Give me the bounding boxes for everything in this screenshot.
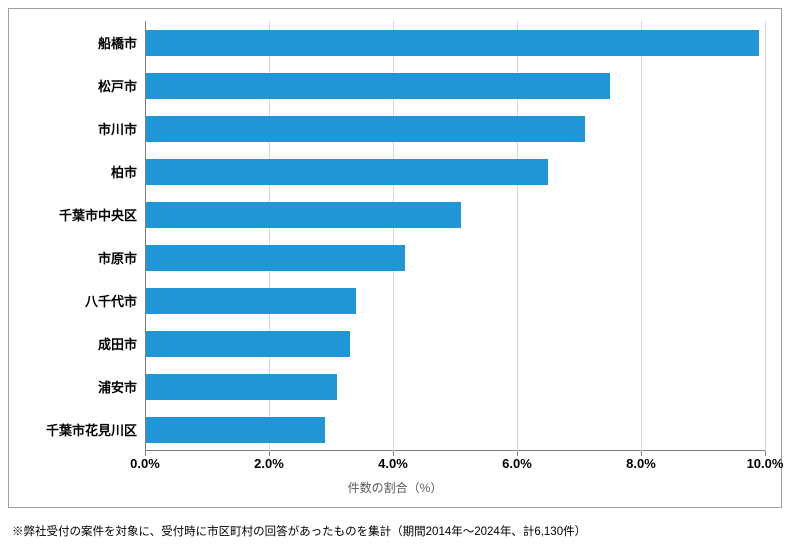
x-tick-label: 0.0%	[130, 456, 160, 471]
plot-area	[145, 21, 765, 451]
gridline	[765, 21, 766, 451]
bar-row	[145, 150, 765, 193]
footnote-text: ※弊社受付の案件を対象に、受付時に市区町村の回答があったものを集計（期間2014…	[12, 523, 586, 539]
y-category-label: 浦安市	[0, 365, 137, 408]
bar-row	[145, 107, 765, 150]
y-category-label: 柏市	[0, 150, 137, 193]
x-tick-label: 6.0%	[502, 456, 532, 471]
bar-row	[145, 21, 765, 64]
y-category-label: 成田市	[0, 322, 137, 365]
bar-row	[145, 64, 765, 107]
bar-row	[145, 193, 765, 236]
x-tick-label: 4.0%	[378, 456, 408, 471]
x-tick-label: 10.0%	[747, 456, 784, 471]
bar	[145, 331, 350, 357]
y-category-label: 市原市	[0, 236, 137, 279]
y-category-label: 千葉市花見川区	[0, 408, 137, 451]
chart-container: 船橋市松戸市市川市柏市千葉市中央区市原市八千代市成田市浦安市千葉市花見川区 0.…	[8, 8, 782, 508]
bar	[145, 202, 461, 228]
y-category-label: 船橋市	[0, 21, 137, 64]
bar	[145, 288, 356, 314]
bar	[145, 417, 325, 443]
bar-row	[145, 408, 765, 451]
y-category-label: 八千代市	[0, 279, 137, 322]
bar-row	[145, 279, 765, 322]
y-category-label: 松戸市	[0, 64, 137, 107]
bar	[145, 374, 337, 400]
x-tick-label: 8.0%	[626, 456, 656, 471]
bar-row	[145, 365, 765, 408]
bar	[145, 30, 759, 56]
bar	[145, 245, 405, 271]
bar	[145, 159, 548, 185]
y-category-label: 千葉市中央区	[0, 193, 137, 236]
x-tick-label: 2.0%	[254, 456, 284, 471]
bar	[145, 116, 585, 142]
y-axis-line	[145, 21, 146, 451]
bar-row	[145, 236, 765, 279]
y-category-label: 市川市	[0, 107, 137, 150]
bar	[145, 73, 610, 99]
bar-row	[145, 322, 765, 365]
x-axis-title: 件数の割合（%）	[9, 479, 781, 496]
